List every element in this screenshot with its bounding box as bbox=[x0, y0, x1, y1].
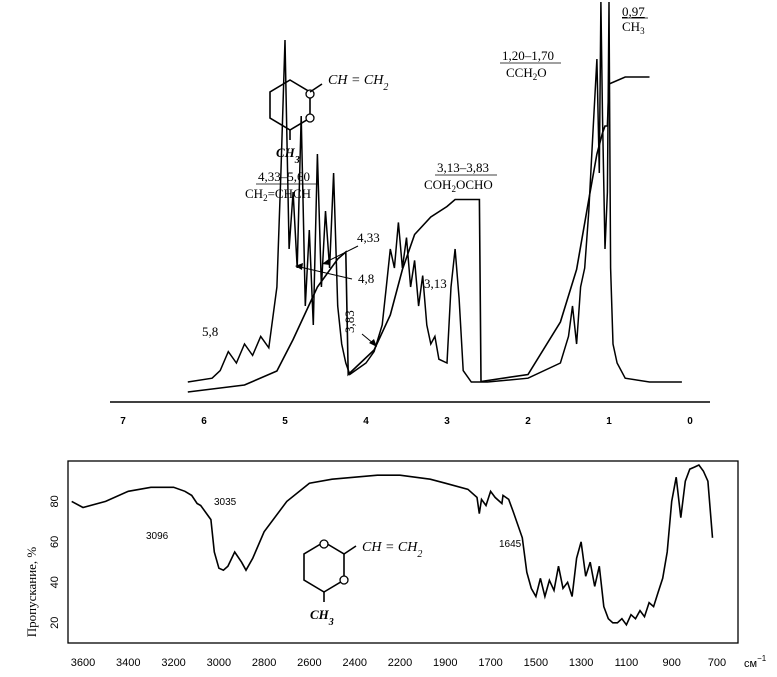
annotation-ch3-group: CH bbox=[622, 19, 640, 34]
annotation-coh2ocho-range: 3,13–3,83 bbox=[437, 160, 489, 175]
ir-y-tick-label: 80 bbox=[49, 495, 61, 507]
ir-x-tick-label: 1100 bbox=[615, 657, 639, 669]
ir-x-tick-label: 700 bbox=[708, 657, 726, 669]
ir-structure-methyl-sub: 3 bbox=[328, 617, 334, 628]
ir-peak-label-3096: 3096 bbox=[146, 531, 169, 542]
nmr-annotation-cch2o: 1,20–1,70 CCH2O bbox=[500, 48, 561, 82]
svg-text:CH3: CH3 bbox=[622, 19, 645, 36]
svg-text:CH = CH2: CH = CH2 bbox=[362, 540, 422, 560]
ir-x-tick-label: 3000 bbox=[207, 657, 231, 669]
nmr-x-tick-label: 2 bbox=[525, 416, 531, 427]
svg-text:см−1: см−1 bbox=[744, 654, 767, 670]
ir-x-tick-label: 3400 bbox=[116, 657, 140, 669]
nmr-x-tick-label: 7 bbox=[120, 416, 126, 427]
ir-x-unit-exp: −1 bbox=[757, 654, 767, 663]
nmr-x-tick-label: 0 bbox=[687, 416, 693, 427]
ir-y-axis-label: Пропускание, % bbox=[24, 547, 39, 638]
ir-x-tick-labels: 3600 3400 3200 3000 2800 2600 2400 2200 1900 1700… bbox=[71, 657, 726, 669]
nmr-spectrum-line bbox=[187, 1, 682, 383]
ir-plot-frame bbox=[67, 460, 739, 644]
annotation-cch2o-range: 1,20–1,70 bbox=[502, 48, 554, 63]
ir-x-tick-label: 3200 bbox=[161, 657, 185, 669]
ir-y-tick-label: 20 bbox=[49, 617, 61, 629]
annotation-coh2ocho-group: COH bbox=[424, 177, 451, 192]
peak-label-3-83: 3,83 bbox=[342, 310, 357, 333]
peak-label-4-33: 4,33 bbox=[357, 230, 380, 245]
ir-x-unit: см bbox=[744, 658, 757, 670]
svg-text:CCH2O: CCH2O bbox=[506, 65, 547, 82]
annotation-ch2chch-group-a: CH bbox=[245, 186, 263, 201]
svg-text:CH2=CHCH: CH2=CHCH bbox=[245, 186, 311, 203]
annotation-ch2chch-range: 4,33–5,60 bbox=[258, 169, 310, 184]
peak-label-5-8: 5,8 bbox=[202, 324, 218, 339]
nmr-annotation-ch2chch: 4,33–5,60 CH2=CHCH bbox=[245, 169, 318, 203]
svg-text:CH3: CH3 bbox=[276, 145, 300, 166]
annotation-cch2o-group: CCH bbox=[506, 65, 533, 80]
peak-label-4-8: 4,8 bbox=[358, 271, 374, 286]
nmr-x-tick-label: 3 bbox=[444, 416, 450, 427]
annotation-coh2ocho-sub: 2 bbox=[451, 184, 456, 194]
svg-text:CH3: CH3 bbox=[310, 607, 334, 628]
ir-x-tick-label: 900 bbox=[663, 657, 681, 669]
annotation-ch3-shift: 0,97 bbox=[622, 4, 645, 19]
ir-structure-vinyl-sub: 2 bbox=[417, 549, 422, 560]
nmr-x-tick-labels: 7 6 5 4 3 2 1 0 bbox=[120, 416, 693, 427]
ir-x-tick-label: 1900 bbox=[433, 657, 457, 669]
ir-x-tick-label: 2800 bbox=[252, 657, 276, 669]
nmr-peak-labels: 4,33 4,8 3,83 3,13 5,8 bbox=[202, 230, 447, 347]
annotation-cch2o-end: O bbox=[537, 65, 546, 80]
ir-spectrum-line bbox=[71, 463, 714, 627]
nmr-structure-drawing: CH = CH2 CH3 bbox=[269, 73, 388, 166]
nmr-structure-vinyl: CH = CH bbox=[328, 73, 384, 88]
ir-structure-drawing: CH = CH2 CH3 bbox=[303, 539, 422, 628]
svg-text:COH2OCHO: COH2OCHO bbox=[424, 177, 493, 194]
ir-y-tick-label: 60 bbox=[49, 536, 61, 548]
ir-structure-methyl: CH bbox=[310, 607, 330, 622]
nmr-x-tick-label: 1 bbox=[606, 416, 612, 427]
annotation-ch2chch-sub: 2 bbox=[263, 193, 268, 203]
ir-y-tick-label: 40 bbox=[49, 576, 61, 588]
ir-x-tick-label: 1700 bbox=[478, 657, 502, 669]
ir-x-tick-label: 1500 bbox=[524, 657, 548, 669]
nmr-annotation-ch3: 0,97 CH3 bbox=[622, 4, 648, 36]
nmr-x-tick-label: 4 bbox=[363, 416, 369, 427]
nmr-structure-vinyl-sub: 2 bbox=[383, 82, 388, 93]
nmr-spectrum-trace bbox=[187, 1, 682, 383]
ir-spectrum-trace bbox=[71, 463, 714, 627]
ir-x-tick-label: 2200 bbox=[388, 657, 412, 669]
nmr-x-tick-label: 6 bbox=[201, 416, 207, 427]
ir-x-tick-label: 2600 bbox=[297, 657, 321, 669]
svg-text:CH = CH2: CH = CH2 bbox=[328, 73, 388, 93]
ir-peak-label-3035: 3035 bbox=[214, 497, 237, 508]
ir-y-tick-labels: 20 40 60 80 bbox=[49, 495, 61, 629]
annotation-ch3-sub: 3 bbox=[640, 26, 645, 36]
nmr-annotation-coh2ocho: 3,13–3,83 COH2OCHO bbox=[424, 160, 497, 194]
ir-x-tick-label: 1300 bbox=[569, 657, 593, 669]
annotation-cch2o-sub: 2 bbox=[533, 72, 538, 82]
annotation-coh2ocho-end: OCHO bbox=[456, 177, 493, 192]
annotation-ch2chch-group-b: =CHCH bbox=[268, 186, 311, 201]
ir-peak-label-1645: 1645 bbox=[499, 539, 522, 550]
nmr-structure-methyl: CH bbox=[276, 145, 296, 160]
nmr-x-tick-label: 5 bbox=[282, 416, 288, 427]
ir-x-tick-label: 2400 bbox=[342, 657, 366, 669]
ir-spectrum-chart: 3600 3400 3200 3000 2800 2600 2400 2200 1900 1700… bbox=[24, 460, 767, 670]
peak-label-3-13: 3,13 bbox=[424, 276, 447, 291]
ir-x-tick-label: 3600 bbox=[71, 657, 95, 669]
nmr-structure-methyl-sub: 3 bbox=[294, 155, 300, 166]
ir-structure-vinyl: CH = CH bbox=[362, 540, 418, 555]
